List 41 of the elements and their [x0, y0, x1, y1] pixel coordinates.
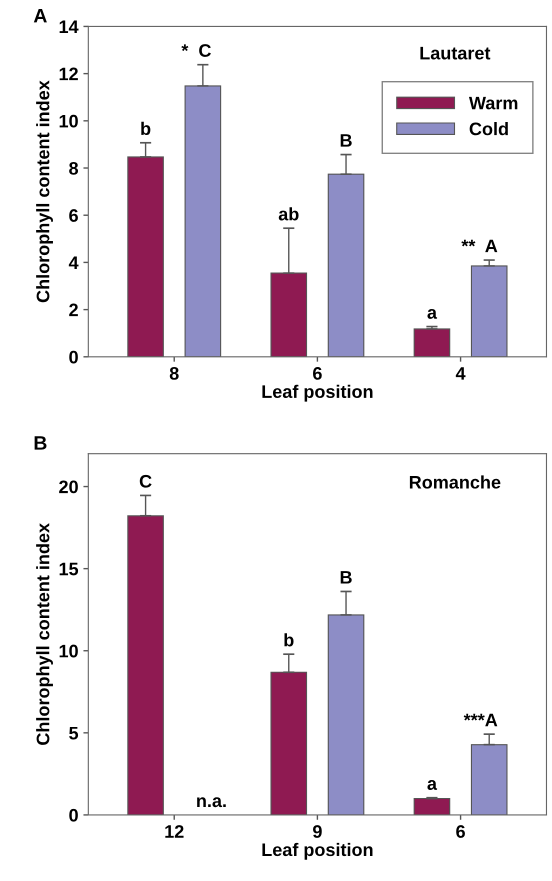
- text: n.a.: [197, 797, 226, 808]
- text: Romanche: [410, 475, 500, 489]
- y-tick-label: 0: [69, 350, 78, 364]
- legend-label: Warm: [468, 96, 518, 110]
- x-tick-label: 6: [313, 367, 322, 380]
- data-label: C: [140, 474, 152, 488]
- y-tick-label: 10: [60, 114, 78, 128]
- data-label: a: [427, 308, 438, 319]
- x-tick-label: 4: [456, 367, 466, 380]
- data-label: ab: [278, 207, 299, 220]
- y-tick-label: 10: [60, 644, 78, 658]
- data-label: b: [141, 122, 150, 136]
- y-tick-label: 2: [69, 304, 78, 316]
- text: A: [34, 9, 47, 22]
- x-tick-label: 8: [170, 367, 179, 380]
- y-tick-label: 20: [59, 480, 78, 494]
- y-tick-label: 8: [69, 162, 78, 175]
- x-tick-label: 12: [165, 825, 184, 838]
- text: B: [34, 436, 46, 450]
- y-tick-label: 12: [60, 68, 78, 80]
- y-tick-label: 6: [69, 209, 78, 222]
- text: Lautaret: [420, 46, 490, 60]
- y-tick-label: 15: [60, 562, 78, 576]
- x-axis-title: Leaf position: [262, 384, 372, 402]
- x-axis-title: Leaf position: [262, 842, 372, 860]
- data-label: * C: [181, 44, 211, 57]
- x-tick-label: 6: [456, 825, 465, 838]
- data-label: ***A: [464, 714, 498, 726]
- y-tick-label: 0: [69, 808, 78, 822]
- y-axis-title: Chlorophyll content index: [36, 523, 53, 745]
- data-label: a: [427, 780, 438, 790]
- y-axis-title: Chlorophyll content index: [36, 80, 53, 302]
- data-label: B: [340, 134, 352, 147]
- data-label: ** A: [461, 240, 498, 252]
- y-tick-label: 4: [68, 256, 78, 269]
- data-label: b: [284, 633, 294, 646]
- x-tick-label: 9: [313, 825, 322, 838]
- y-tick-label: 14: [60, 20, 79, 33]
- legend-label: Cold: [470, 122, 508, 136]
- y-tick-label: 5: [69, 726, 78, 740]
- data-label: B: [340, 571, 352, 584]
